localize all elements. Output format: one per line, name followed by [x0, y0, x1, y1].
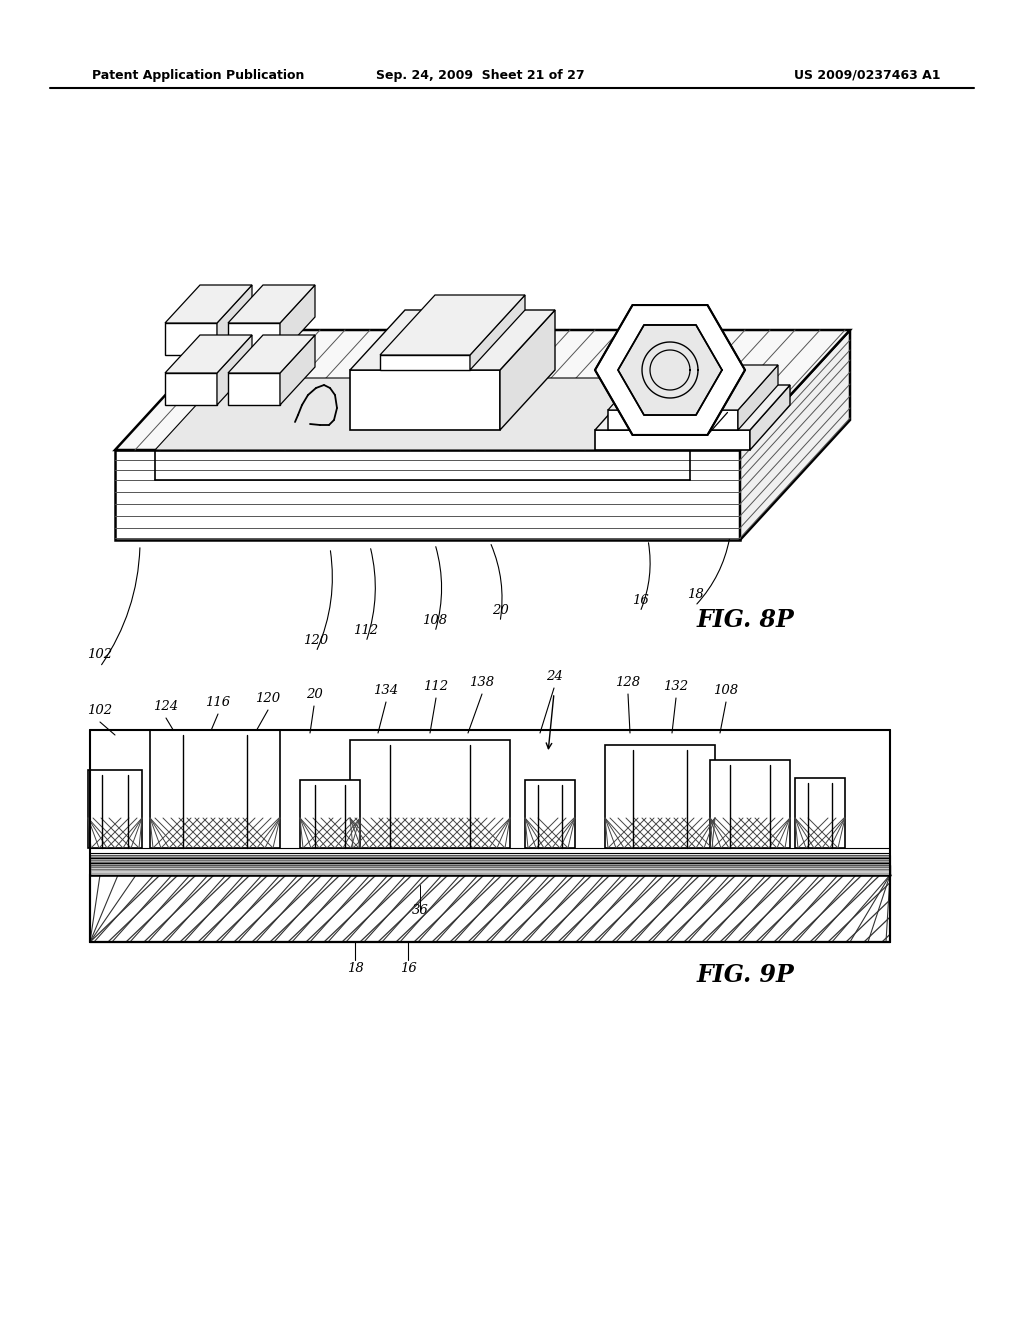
Polygon shape — [228, 335, 315, 374]
Polygon shape — [750, 385, 790, 450]
Polygon shape — [380, 294, 525, 355]
Text: 18: 18 — [347, 961, 364, 974]
Text: 134: 134 — [374, 684, 398, 697]
Polygon shape — [525, 780, 575, 847]
Polygon shape — [165, 323, 217, 355]
Text: Sep. 24, 2009  Sheet 21 of 27: Sep. 24, 2009 Sheet 21 of 27 — [376, 69, 585, 82]
Text: 20: 20 — [305, 688, 323, 701]
Polygon shape — [228, 374, 280, 405]
Polygon shape — [300, 780, 360, 847]
Polygon shape — [710, 760, 790, 847]
Polygon shape — [155, 378, 756, 450]
Polygon shape — [217, 285, 252, 355]
Text: 36: 36 — [412, 903, 428, 916]
Text: 16: 16 — [632, 594, 648, 606]
Polygon shape — [350, 741, 510, 847]
Text: FIG. 9P: FIG. 9P — [696, 964, 794, 987]
Polygon shape — [470, 294, 525, 370]
Polygon shape — [608, 411, 738, 430]
Polygon shape — [595, 305, 745, 436]
Bar — [90, 865, 890, 875]
Text: 120: 120 — [255, 692, 281, 705]
Polygon shape — [165, 285, 252, 323]
Polygon shape — [738, 366, 778, 430]
Polygon shape — [608, 366, 778, 411]
Text: Patent Application Publication: Patent Application Publication — [92, 69, 304, 82]
Polygon shape — [150, 730, 280, 847]
Text: 24: 24 — [546, 669, 562, 682]
Polygon shape — [500, 310, 555, 430]
Text: 120: 120 — [303, 634, 329, 647]
Text: 102: 102 — [87, 704, 113, 717]
Polygon shape — [618, 325, 722, 414]
Polygon shape — [280, 335, 315, 405]
Polygon shape — [115, 450, 740, 540]
Text: 18: 18 — [687, 587, 703, 601]
Text: 128: 128 — [615, 676, 641, 689]
Text: 112: 112 — [424, 680, 449, 693]
Polygon shape — [280, 285, 315, 355]
Text: 16: 16 — [399, 961, 417, 974]
Text: 20: 20 — [492, 603, 508, 616]
Bar — [90, 855, 890, 865]
Polygon shape — [795, 777, 845, 847]
Polygon shape — [88, 770, 142, 847]
Polygon shape — [115, 330, 850, 450]
Text: US 2009/0237463 A1: US 2009/0237463 A1 — [794, 69, 940, 82]
Bar — [90, 875, 890, 942]
Polygon shape — [165, 335, 252, 374]
Polygon shape — [165, 374, 217, 405]
Polygon shape — [595, 385, 790, 430]
Polygon shape — [740, 330, 850, 540]
Polygon shape — [217, 335, 252, 405]
Text: 108: 108 — [423, 614, 447, 627]
Text: 132: 132 — [664, 680, 688, 693]
Text: 124: 124 — [154, 700, 178, 713]
Text: 108: 108 — [714, 684, 738, 697]
Polygon shape — [595, 430, 750, 450]
Polygon shape — [350, 370, 500, 430]
Polygon shape — [380, 355, 470, 370]
Text: 102: 102 — [87, 648, 113, 661]
Text: 116: 116 — [206, 696, 230, 709]
Text: FIG. 8P: FIG. 8P — [696, 609, 794, 632]
Text: 138: 138 — [469, 676, 495, 689]
Polygon shape — [228, 285, 315, 323]
Polygon shape — [350, 310, 555, 370]
Text: 112: 112 — [353, 623, 379, 636]
Polygon shape — [228, 323, 280, 355]
Polygon shape — [605, 744, 715, 847]
